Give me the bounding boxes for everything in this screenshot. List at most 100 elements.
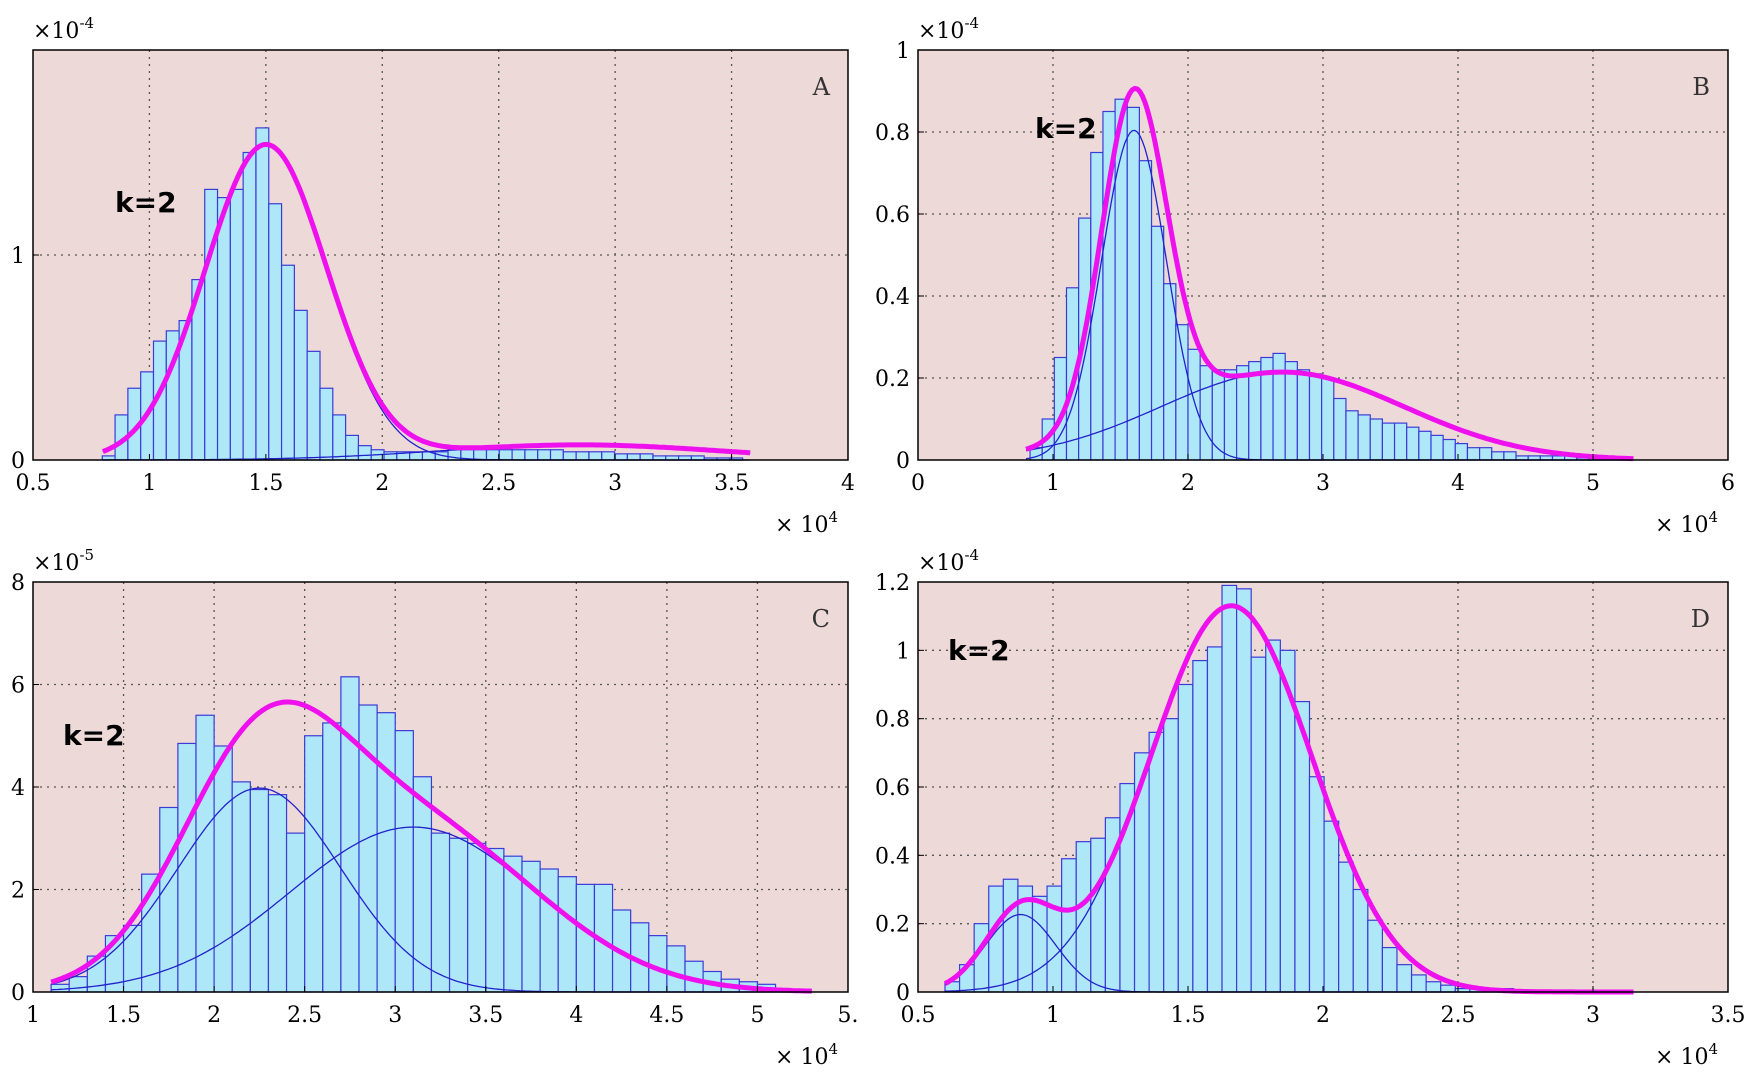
panel-label: D <box>1691 605 1710 633</box>
histogram-bar <box>988 885 1004 993</box>
histogram-bar <box>524 449 539 461</box>
histogram-bar <box>357 445 372 461</box>
histogram-bar <box>1442 438 1456 461</box>
x-tick-label: 0.5 <box>16 471 51 496</box>
x-tick-label: 4 <box>1451 471 1465 496</box>
y-tick-label: 6 <box>11 674 25 699</box>
histogram-bar <box>1338 861 1354 993</box>
histogram-bar <box>1396 964 1413 993</box>
mixture-curve <box>101 142 751 456</box>
k-annotation: k=2 <box>115 186 177 219</box>
x-tick-label: 3 <box>1316 471 1330 496</box>
x-multiplier: × 104 <box>775 1040 838 1070</box>
histogram-bar <box>473 449 488 461</box>
x-tick-label: 4 <box>841 471 855 496</box>
x-tick-label: 3.5 <box>468 1003 503 1028</box>
x-tick-label: 5. <box>838 1003 859 1028</box>
x-multiplier: × 104 <box>775 508 838 538</box>
x-tick-label: 1.5 <box>248 471 283 496</box>
y-multiplier: ×10-4 <box>918 14 979 44</box>
histogram-bar <box>1235 365 1250 461</box>
histogram-bar <box>639 453 654 461</box>
x-tick-label: 4.5 <box>649 1003 684 1028</box>
y-tick-label: 1 <box>896 639 910 664</box>
y-tick-label: 1 <box>11 244 25 269</box>
histogram-bar <box>626 453 641 461</box>
x-tick-label: 2 <box>1316 1003 1330 1028</box>
panel-c: 1 1.5 2 2.5 3 3.5 4 4.5 5 5. 0 2 4 6 8 ×10-5 × 104 Ck=2 <box>11 546 859 1070</box>
x-tick-label: 2.5 <box>481 471 516 496</box>
x-tick-label: 0 <box>911 471 925 496</box>
histogram-bar <box>255 127 270 461</box>
x-tick-label: 4 <box>569 1003 583 1028</box>
y-tick-label: 4 <box>11 776 25 801</box>
panel-label: A <box>812 73 831 101</box>
histogram-bar <box>1503 451 1517 461</box>
histogram-bar <box>1046 885 1063 993</box>
histogram-bar <box>613 453 628 461</box>
histogram-bar <box>1393 422 1408 461</box>
histogram-bar <box>249 788 270 993</box>
histogram-bar <box>1418 430 1432 461</box>
histogram-bar <box>557 876 577 993</box>
histogram-bar <box>448 837 469 993</box>
histogram-bar <box>601 451 616 461</box>
x-tick-label: 2 <box>207 1003 221 1028</box>
histogram-bar <box>1308 776 1325 993</box>
histogram-bar <box>280 264 295 461</box>
histogram-bar <box>485 449 500 461</box>
k-annotation: k=2 <box>63 719 125 752</box>
histogram-bar <box>340 676 360 993</box>
histogram-bar <box>562 451 577 461</box>
x-tick-label: 3 <box>388 1003 402 1028</box>
mixture-curve <box>1025 85 1634 462</box>
histogram-bar <box>195 714 215 993</box>
histogram-bar <box>575 883 596 993</box>
histogram-bar <box>666 945 686 993</box>
y-tick-label: 8 <box>11 571 25 596</box>
histogram-bar <box>1345 410 1359 461</box>
panel-b: 0 1 2 3 4 5 6 0 0.2 0.4 0.6 0.8 1 ×10-4 × 104 Bk=2 <box>875 14 1735 538</box>
y-multiplier: ×10-5 <box>33 546 94 576</box>
histogram-bar <box>1221 584 1238 993</box>
x-tick-label: 2 <box>375 471 389 496</box>
histogram-bar <box>177 742 197 993</box>
histogram-bar <box>575 451 590 461</box>
histogram-bar <box>268 203 283 461</box>
histogram-bar <box>537 449 552 461</box>
histogram-bar <box>383 451 398 461</box>
histogram-bar <box>588 451 603 461</box>
histogram-bar <box>1381 422 1396 461</box>
x-multiplier: × 104 <box>1655 508 1718 538</box>
histogram-bar <box>216 197 231 461</box>
histogram-bar <box>1150 225 1165 461</box>
mixture-curve <box>50 699 812 994</box>
histogram-bar <box>1466 447 1481 461</box>
histogram-bar <box>1175 324 1189 461</box>
x-tick-label: 1 <box>1046 1003 1060 1028</box>
x-tick-label: 1 <box>26 1003 40 1028</box>
histogram-bar <box>467 842 487 993</box>
histogram-bar <box>1454 443 1469 461</box>
histogram-bar <box>1199 365 1213 461</box>
histogram-bar <box>1272 352 1286 461</box>
k-annotation: k=2 <box>948 634 1010 667</box>
histogram-bar <box>1223 369 1238 461</box>
y-tick-label: 0 <box>896 449 910 474</box>
x-tick-label: 0.5 <box>901 1003 936 1028</box>
x-tick-label: 6 <box>1721 471 1735 496</box>
histogram-bar <box>1206 646 1223 993</box>
histogram-bar <box>394 730 414 993</box>
histogram-bar <box>648 935 668 993</box>
histogram-bar <box>1406 426 1420 461</box>
histogram-bar <box>231 781 251 993</box>
histogram-bar <box>122 924 143 993</box>
x-tick-label: 3 <box>1586 1003 1600 1028</box>
histogram-bar <box>1031 895 1048 993</box>
histogram-bar <box>1440 984 1456 993</box>
histogram-bar <box>1235 588 1252 993</box>
y-tick-label: 0.4 <box>875 844 910 869</box>
histogram-bar <box>1075 841 1092 993</box>
histogram-bar <box>68 976 88 993</box>
